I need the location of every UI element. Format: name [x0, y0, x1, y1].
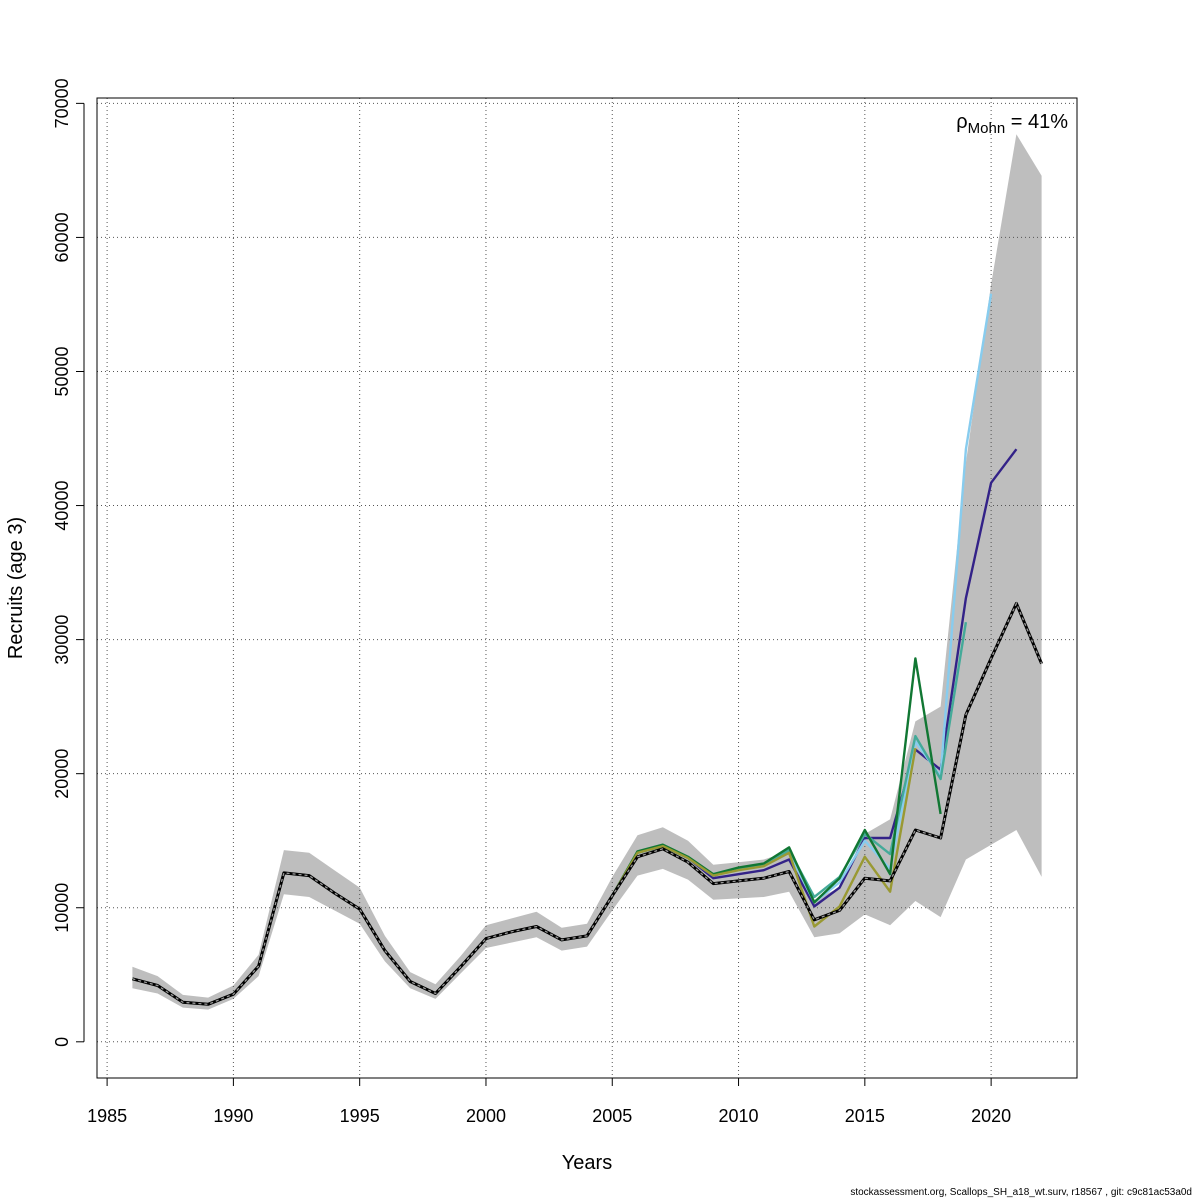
x-tick-label: 2000 [466, 1106, 506, 1126]
x-tick-label: 2015 [845, 1106, 885, 1126]
y-axis-title: Recruits (age 3) [5, 517, 27, 659]
y-tick-label: 10000 [52, 883, 72, 933]
y-tick-label: 60000 [52, 212, 72, 262]
series-line-dashes [132, 601, 1043, 1005]
series-lines [132, 293, 1043, 1006]
confidence-band [132, 134, 1042, 1010]
y-tick-label: 40000 [52, 481, 72, 531]
y-tick-label: 70000 [52, 78, 72, 128]
x-tick-label: 2020 [971, 1106, 1011, 1126]
rho-value: = 41% [1005, 111, 1068, 133]
x-tick-label: 1995 [340, 1106, 380, 1126]
footer-source: stockassessment.org, Scallops_SH_a18_wt.… [850, 1187, 1192, 1198]
y-tick-label: 50000 [52, 346, 72, 396]
x-tick-label: 2010 [719, 1106, 759, 1126]
axes: 1985 1990 1995 2000 2005 2010 2015 2020 0 10000 20… [52, 78, 1011, 1126]
band-area [132, 134, 1042, 1010]
x-tick-label: 1985 [87, 1106, 127, 1126]
x-tick-label: 2005 [592, 1106, 632, 1126]
y-tick-label: 0 [52, 1037, 72, 1047]
series-line [132, 657, 942, 1006]
rho-subscript: Mohn [968, 120, 1006, 137]
x-axis-title: Years [562, 1152, 612, 1174]
series-line [132, 622, 968, 1006]
y-tick-label: 30000 [52, 615, 72, 665]
x-tick-label: 1990 [213, 1106, 253, 1126]
grid-lines [97, 98, 1077, 1078]
mohn-rho-annotation: ρMohn = 41% [956, 111, 1068, 137]
rho-symbol: ρ [956, 111, 967, 133]
y-tick-label: 20000 [52, 749, 72, 799]
